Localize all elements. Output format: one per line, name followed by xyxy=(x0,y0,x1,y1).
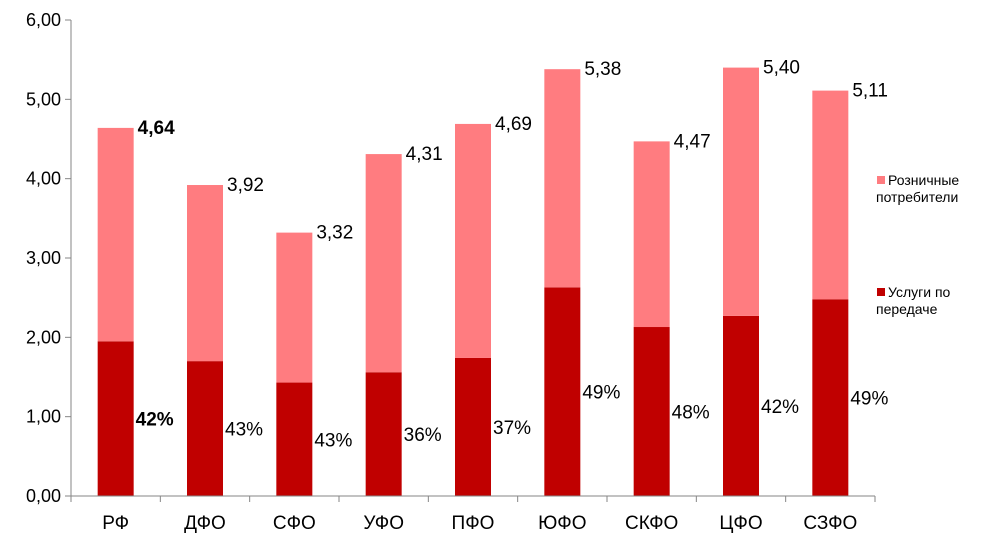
bar-segment-transmission xyxy=(365,372,402,496)
total-value-label: 4,31 xyxy=(406,144,443,165)
total-value-label: 4,69 xyxy=(495,114,532,135)
category-label: ДФО xyxy=(184,513,226,534)
legend-label: потребители xyxy=(876,189,958,205)
bar-segment-retail xyxy=(812,90,849,300)
category-label: ПФО xyxy=(452,513,495,534)
labels-layer: РФ 4,64 42% ДФО 3,92 43% СФО 3,32 43% УФО 4,31 36% П… xyxy=(102,58,888,534)
bar-segment-transmission xyxy=(633,327,670,496)
total-value-label: 5,38 xyxy=(584,59,621,80)
total-value-label: 4,64 xyxy=(138,118,175,139)
category-label: ЦФО xyxy=(719,513,762,534)
total-value-label: 4,47 xyxy=(674,131,711,152)
axes-layer: 0,00 1,00 2,00 3,00 4,00 5,00 6,00 xyxy=(26,10,876,506)
bar-segment-retail xyxy=(455,123,491,358)
y-tick-label: 1,00 xyxy=(26,407,61,427)
y-tick-label: 6,00 xyxy=(26,10,61,30)
y-tick-label: 0,00 xyxy=(26,486,61,506)
y-tick-label: 3,00 xyxy=(26,248,61,268)
bar-segment-transmission xyxy=(812,299,849,496)
category-label: УФО xyxy=(363,513,404,534)
share-percent-label: 48% xyxy=(672,403,710,424)
bar-segment-transmission xyxy=(97,341,134,496)
bar-segment-transmission xyxy=(723,315,759,496)
bar-segment-retail xyxy=(633,141,670,328)
share-percent-label: 43% xyxy=(225,420,263,441)
bar-segment-transmission xyxy=(544,287,581,496)
bar-segment-retail xyxy=(97,127,134,342)
bar-segment-retail xyxy=(723,67,759,316)
bar-segment-retail xyxy=(187,185,223,362)
y-tick-label: 4,00 xyxy=(26,169,61,189)
category-label: СФО xyxy=(273,513,316,534)
y-tick-label: 2,00 xyxy=(26,327,61,347)
total-value-label: 3,32 xyxy=(316,223,353,244)
share-percent-label: 42% xyxy=(136,410,174,431)
bar-segment-retail xyxy=(544,69,581,288)
legend-swatch xyxy=(877,176,885,184)
category-label: СЗФО xyxy=(803,513,857,534)
category-label: СКФО xyxy=(625,513,678,534)
bar-segment-retail xyxy=(276,232,313,383)
legend-label: передаче xyxy=(876,301,938,317)
bars-layer xyxy=(97,67,849,496)
share-percent-label: 37% xyxy=(493,418,531,439)
share-percent-label: 43% xyxy=(314,430,352,451)
y-tick-label: 5,00 xyxy=(26,89,61,109)
total-value-label: 3,92 xyxy=(227,175,264,196)
bar-segment-transmission xyxy=(276,382,313,496)
bar-segment-transmission xyxy=(187,361,223,496)
share-percent-label: 36% xyxy=(404,425,442,446)
bar-segment-retail xyxy=(365,154,402,373)
share-percent-label: 42% xyxy=(761,397,799,418)
share-percent-label: 49% xyxy=(582,383,620,404)
category-label: РФ xyxy=(102,513,129,534)
legend-swatch xyxy=(877,288,885,296)
legend-label: Услуги по xyxy=(888,284,951,300)
bar-segment-transmission xyxy=(455,357,491,496)
share-percent-label: 49% xyxy=(850,389,888,410)
total-value-label: 5,40 xyxy=(763,58,800,79)
total-value-label: 5,11 xyxy=(852,81,888,102)
legend-label: Розничные xyxy=(888,172,959,188)
category-label: ЮФО xyxy=(538,513,586,534)
